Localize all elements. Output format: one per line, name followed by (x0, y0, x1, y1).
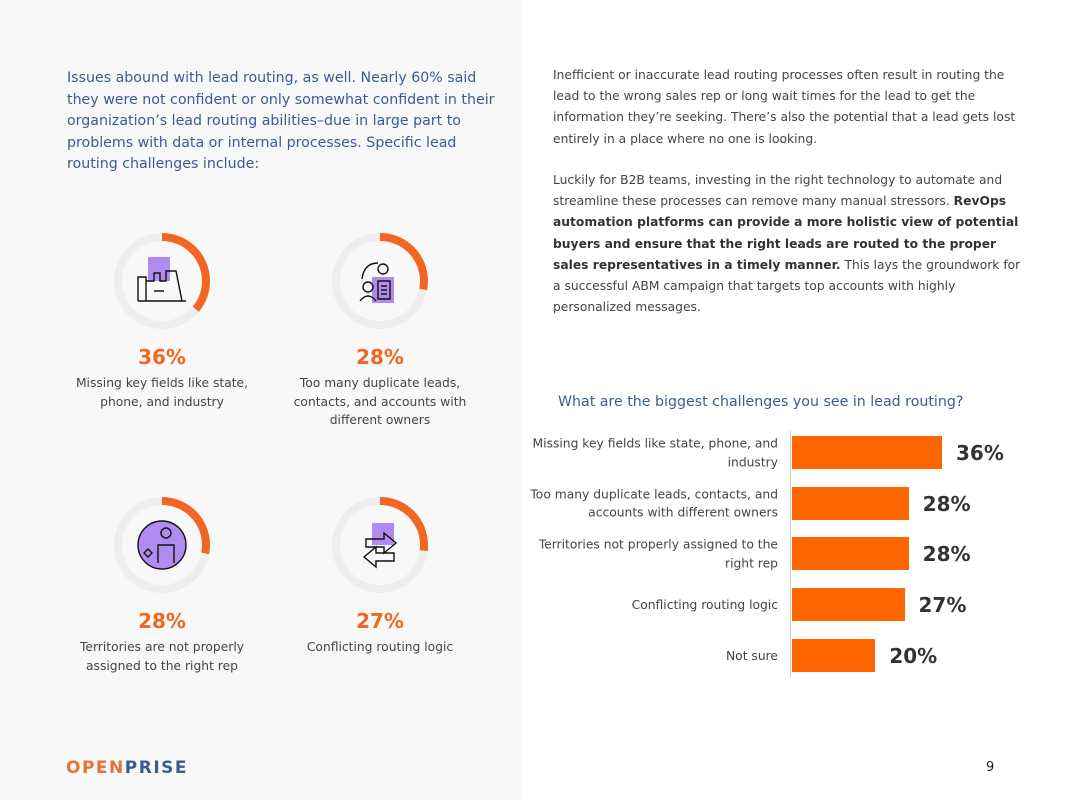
factory-icon (137, 257, 186, 302)
bar (792, 486, 909, 520)
bar (792, 588, 905, 622)
p2-end: This lays the groundwork for a successfu… (553, 257, 1021, 315)
chart-row: Missing key fields like state, phone, an… (520, 436, 1060, 470)
chart-row: Territories not properly assigned to the… (520, 537, 1060, 571)
bar-value: 27% (918, 593, 967, 618)
bar (792, 436, 942, 469)
bar-label: Conflicting routing logic (631, 597, 778, 612)
donut-arc (332, 233, 428, 329)
intro-text: Issues abound with lead routing, as well… (67, 70, 495, 172)
bar-value: 20% (889, 643, 938, 668)
person-gear-icon (137, 520, 187, 570)
donut-arc (114, 497, 210, 593)
stat-label: Too many duplicate leads, contacts, and … (293, 376, 467, 427)
bar-label: Missing key fields like state, phone, an… (532, 436, 778, 470)
stat-percent: 28% (356, 345, 404, 369)
stat-label: Missing key fields like state, phone, an… (75, 376, 249, 409)
donut-arc (114, 233, 210, 329)
donut-chart-3 (112, 495, 212, 595)
openprise-logo: OPENPRISE (66, 758, 188, 778)
donut-chart-1 (112, 231, 212, 331)
bar-value: 28% (922, 491, 971, 516)
chart-row: Too many duplicate leads, contacts, and … (520, 486, 1060, 521)
left-panel (0, 0, 522, 800)
p2-start: Luckily for B2B teams, investing in the … (553, 173, 1003, 209)
stat-label: Conflicting routing logic (306, 640, 454, 654)
bar-label: Territories not properly assigned to the… (538, 537, 778, 571)
logo-part-open: OPEN (66, 758, 125, 778)
stat-percent: 27% (356, 609, 404, 633)
page-number: 9 (986, 760, 995, 775)
chart-row: Conflicting routing logic 27% (520, 588, 1060, 622)
arrows-exchange-icon (362, 523, 398, 569)
bar-label: Too many duplicate leads, contacts, and … (530, 487, 778, 520)
bar-value: 28% (922, 542, 971, 567)
chart-axis (790, 430, 791, 677)
chart-row: Not sure 20% (520, 638, 1060, 673)
donut-arc (332, 497, 428, 593)
paragraph-1: Inefficient or inaccurate lead routing p… (553, 68, 1016, 146)
bar (792, 537, 909, 571)
stat-percent: 36% (138, 345, 186, 369)
bar-value: 36% (956, 441, 1004, 465)
chart-title: What are the biggest challenges you see … (558, 394, 964, 410)
donut-chart-4 (330, 495, 430, 595)
bar-label: Not sure (725, 648, 778, 663)
stat-label: Territories are not properly assigned to… (79, 640, 245, 673)
p2-bold: RevOps automation platforms can provide … (553, 194, 1019, 272)
donut-chart-2 (330, 231, 430, 331)
bar (792, 638, 876, 672)
stat-percent: 28% (138, 609, 186, 633)
logo-part-prise: PRISE (124, 758, 188, 778)
paragraph-2: Luckily for B2B teams, investing in the … (553, 170, 1023, 318)
users-document-icon (359, 262, 394, 303)
